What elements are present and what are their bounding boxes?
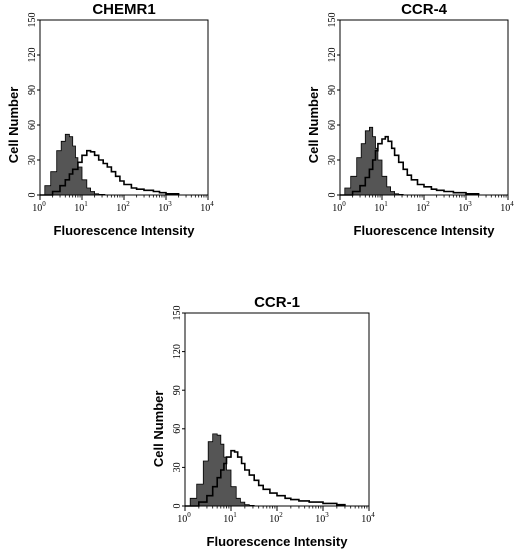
y-tick-label: 90: [327, 85, 338, 95]
y-tick-label: 30: [172, 462, 183, 472]
y-tick-label: 30: [27, 155, 38, 165]
y-axis-label: Cell Number: [151, 391, 166, 468]
y-tick-label: 60: [327, 120, 338, 130]
x-tick-exponent: 1: [233, 511, 237, 519]
y-tick-label: 90: [27, 85, 38, 95]
y-tick-label: 150: [27, 13, 38, 28]
y-tick-label: 0: [27, 193, 38, 198]
histogram-isotype-control: [340, 126, 404, 196]
x-tick-label: 104: [200, 200, 214, 214]
histogram-receptor-stain: [40, 149, 180, 196]
x-tick-label: 102: [416, 200, 430, 214]
y-tick-label: 0: [327, 193, 338, 198]
y-tick-label: 120: [172, 344, 183, 359]
chart-title: CHEMR1: [92, 1, 155, 18]
x-tick-exponent: 4: [371, 511, 375, 519]
x-tick-label: 103: [458, 200, 472, 214]
x-tick-label: 102: [269, 511, 283, 525]
x-tick-label: 100: [32, 200, 46, 214]
x-tick-exponent: 2: [126, 200, 130, 208]
y-axis-label: Cell Number: [306, 87, 321, 164]
x-tick-exponent: 0: [187, 511, 191, 519]
y-tick-label: 120: [327, 48, 338, 63]
x-tick-exponent: 4: [210, 200, 214, 208]
x-tick-label: 100: [332, 200, 346, 214]
x-tick-exponent: 4: [510, 200, 514, 208]
y-tick-label: 30: [327, 155, 338, 165]
y-tick-label: 150: [172, 306, 183, 321]
x-tick-label: 101: [223, 511, 237, 525]
x-tick-label: 103: [158, 200, 172, 214]
histogram-isotype-control: [185, 433, 255, 507]
x-tick-label: 104: [500, 200, 514, 214]
x-tick-exponent: 2: [426, 200, 430, 208]
y-axis-label: Cell Number: [6, 87, 21, 164]
x-tick-label: 102: [116, 200, 130, 214]
x-tick-exponent: 0: [42, 200, 46, 208]
y-tick-label: 0: [172, 504, 183, 509]
histogram-receptor-stain: [340, 135, 480, 196]
x-axis-label: Fluorescence Intensity: [54, 223, 196, 238]
x-tick-label: 101: [74, 200, 88, 214]
histogram-receptor-stain: [185, 449, 346, 507]
x-tick-exponent: 1: [384, 200, 388, 208]
y-tick-label: 60: [27, 120, 38, 130]
chart-title: CCR-4: [401, 1, 447, 18]
chart-title: CCR-1: [254, 294, 300, 311]
y-tick-label: 60: [172, 424, 183, 434]
y-tick-label: 150: [327, 13, 338, 28]
x-axis-label: Fluorescence Intensity: [207, 534, 349, 549]
x-tick-label: 101: [374, 200, 388, 214]
x-axis-label: Fluorescence Intensity: [354, 223, 496, 238]
y-tick-label: 90: [172, 385, 183, 395]
x-tick-exponent: 3: [325, 511, 329, 519]
x-tick-exponent: 0: [342, 200, 346, 208]
y-tick-label: 120: [27, 48, 38, 63]
histogram-isotype-control: [40, 133, 106, 196]
x-tick-exponent: 3: [468, 200, 472, 208]
x-tick-exponent: 1: [84, 200, 88, 208]
x-tick-exponent: 3: [168, 200, 172, 208]
x-tick-label: 104: [361, 511, 375, 525]
x-tick-label: 100: [177, 511, 191, 525]
x-tick-label: 103: [315, 511, 329, 525]
x-tick-exponent: 2: [279, 511, 283, 519]
